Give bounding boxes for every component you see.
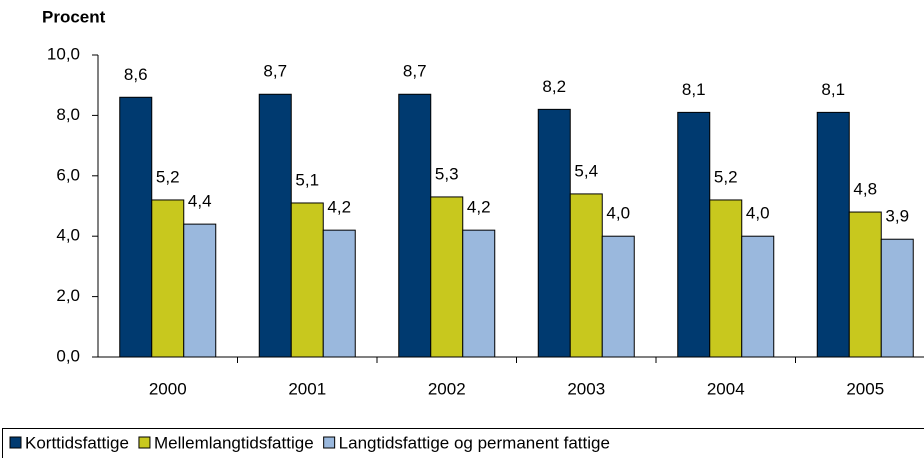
value-label: 5,2 (156, 167, 180, 186)
bar (290, 202, 324, 358)
value-label: 8,7 (263, 62, 287, 81)
legend-label: Langtidsfattige og permanent fattige (339, 433, 610, 452)
y-tick-label: 8,0 (56, 105, 80, 124)
x-tick-label: 2002 (428, 379, 466, 398)
x-tick-label: 2001 (288, 379, 326, 398)
bar (119, 96, 153, 358)
bar (537, 108, 571, 358)
bar (183, 223, 217, 358)
bar (677, 111, 711, 358)
value-label: 4,8 (853, 180, 877, 199)
x-tick-label: 2005 (846, 379, 884, 398)
chart-title: Procent (42, 7, 106, 26)
legend-label: Mellemlangtidsfattige (154, 433, 314, 452)
value-label: 4,2 (327, 198, 351, 217)
bar (569, 193, 603, 358)
bar (398, 93, 432, 358)
bar (322, 229, 356, 358)
value-label: 3,9 (885, 207, 909, 226)
bar (151, 199, 185, 358)
y-tick-label: 6,0 (56, 165, 80, 184)
value-label: 5,1 (295, 170, 319, 189)
value-label: 4,4 (188, 192, 212, 211)
bar (258, 93, 292, 358)
value-label: 4,0 (746, 204, 770, 223)
y-tick-label: 10,0 (47, 44, 80, 63)
bar (816, 111, 850, 358)
value-label: 8,2 (542, 77, 566, 96)
y-tick-label: 4,0 (56, 226, 80, 245)
value-label: 8,6 (124, 65, 148, 84)
legend-swatch (9, 436, 22, 449)
legend-swatch (138, 436, 151, 449)
x-tick-label: 2000 (149, 379, 187, 398)
value-label: 4,0 (606, 204, 630, 223)
y-tick-label: 2,0 (56, 286, 80, 305)
bar (741, 235, 775, 358)
value-label: 5,4 (574, 161, 598, 180)
value-label: 8,1 (821, 80, 845, 99)
value-label: 4,2 (467, 198, 491, 217)
y-tick-label: 0,0 (56, 346, 80, 365)
value-label: 5,2 (714, 167, 738, 186)
legend-swatch (323, 436, 336, 449)
bar (601, 235, 635, 358)
bar (709, 199, 743, 358)
value-label: 8,1 (682, 80, 706, 99)
legend-label: Korttidsfattige (25, 433, 129, 452)
x-tick-label: 2003 (567, 379, 605, 398)
legend-box (2, 428, 924, 458)
x-tick-label: 2004 (707, 379, 745, 398)
value-label: 5,3 (435, 164, 459, 183)
value-label: 8,7 (403, 62, 427, 81)
bar (848, 211, 882, 358)
bar (430, 196, 464, 358)
bar (462, 229, 496, 358)
bar (880, 238, 914, 358)
